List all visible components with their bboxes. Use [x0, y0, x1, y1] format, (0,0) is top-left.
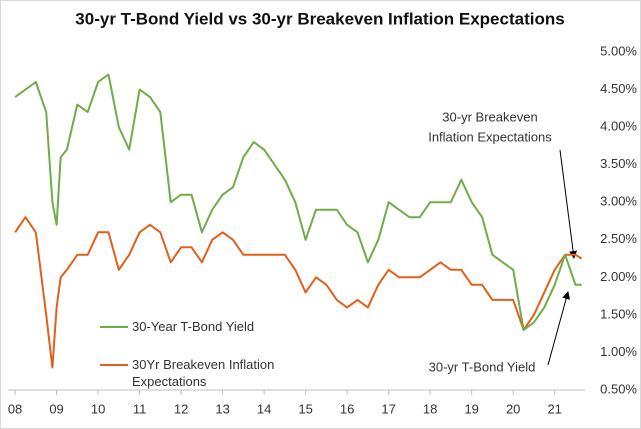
x-tick-label: 09: [49, 401, 63, 416]
x-tick-label: 18: [423, 401, 437, 416]
x-tick-label: 16: [340, 401, 354, 416]
legend-swatch: [100, 364, 128, 366]
legend-label: 30Yr Breakeven Inflation Expectations: [132, 357, 275, 389]
x-tick-label: 08: [8, 401, 22, 416]
x-tick-label: 11: [133, 401, 147, 416]
y-tick-label: 2.50%: [600, 231, 637, 246]
legend-swatch: [100, 326, 128, 328]
x-tick-label: 13: [215, 401, 229, 416]
x-tick-label: 15: [298, 401, 312, 416]
y-tick-label: 1.50%: [600, 306, 637, 321]
x-tick-label: 12: [174, 401, 188, 416]
y-tick-label: 1.00%: [600, 344, 637, 359]
y-tick-label: 0.50%: [600, 381, 637, 396]
series-line: [14, 73, 582, 331]
annotation: 30-yr T-Bond Yield: [429, 359, 536, 374]
x-tick-label: 21: [547, 401, 561, 416]
y-tick-label: 3.00%: [600, 194, 637, 209]
legend-label: 30-Year T-Bond Yield: [132, 319, 255, 334]
series-line: [14, 216, 583, 369]
chart-title: 30-yr T-Bond Yield vs 30-yr Breakeven In…: [75, 9, 564, 28]
legend-item: 30-Year T-Bond Yield: [100, 318, 327, 335]
x-tick-label: 10: [91, 401, 105, 416]
x-tick-label: 14: [257, 401, 271, 416]
x-tick-label: 20: [506, 401, 520, 416]
y-tick-label: 4.50%: [600, 81, 637, 96]
y-tick-label: 2.00%: [600, 269, 637, 284]
annotation: 30-yr Breakeven: [442, 109, 537, 124]
annotation: Inflation Expectations: [428, 129, 552, 144]
y-tick-label: 3.50%: [600, 156, 637, 171]
annotation-arrow: [559, 149, 578, 259]
legend-item: 30Yr Breakeven Inflation Expectations: [100, 356, 322, 390]
x-tick-label: 17: [381, 401, 395, 416]
annotation-arrow: [547, 291, 571, 366]
y-tick-label: 5.00%: [600, 43, 637, 58]
x-tick-label: 19: [464, 401, 478, 416]
y-tick-label: 4.00%: [600, 119, 637, 134]
